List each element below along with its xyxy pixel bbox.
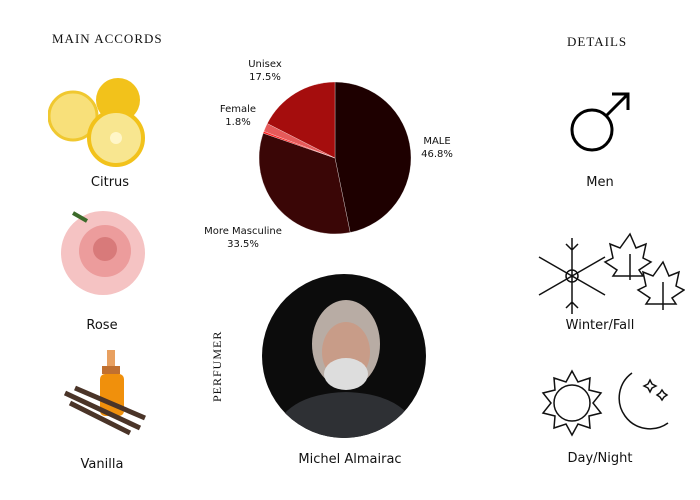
vanilla-image [63,350,146,436]
main-accords-heading: MAIN ACCORDS [52,31,163,46]
details-heading: DETAILS [567,34,628,49]
detail-season: Winter/Fall [565,318,635,333]
accord-citrus: Citrus [90,175,130,190]
label-unisex: Unisex 17.5% [248,59,282,83]
accord-rose: Rose [86,318,118,333]
perfumer-name: Michel Almairac [298,452,402,467]
perfumer-heading: PERFUMER [210,330,224,402]
label-female: Female 1.8% [219,104,257,128]
label-more-masculine: More Masculine 33.5% [204,226,282,250]
pie-slice-male [334,81,412,233]
pie-slice-more-masculine [258,132,351,235]
male-symbol-icon [570,92,630,152]
perfumer-photo [262,274,426,438]
detail-time: Day/Night [567,451,633,466]
sun-moon-icon [541,369,669,437]
detail-men: Men [586,175,614,190]
pie-slice-unisex [267,81,336,159]
accord-vanilla: Vanilla [80,457,124,472]
rose-image [61,211,145,295]
label-male: MALE 46.8% [421,136,453,160]
snowflake-leaves-icon [538,232,685,314]
lemon-image [48,78,145,167]
gender-pie-chart [258,81,412,235]
